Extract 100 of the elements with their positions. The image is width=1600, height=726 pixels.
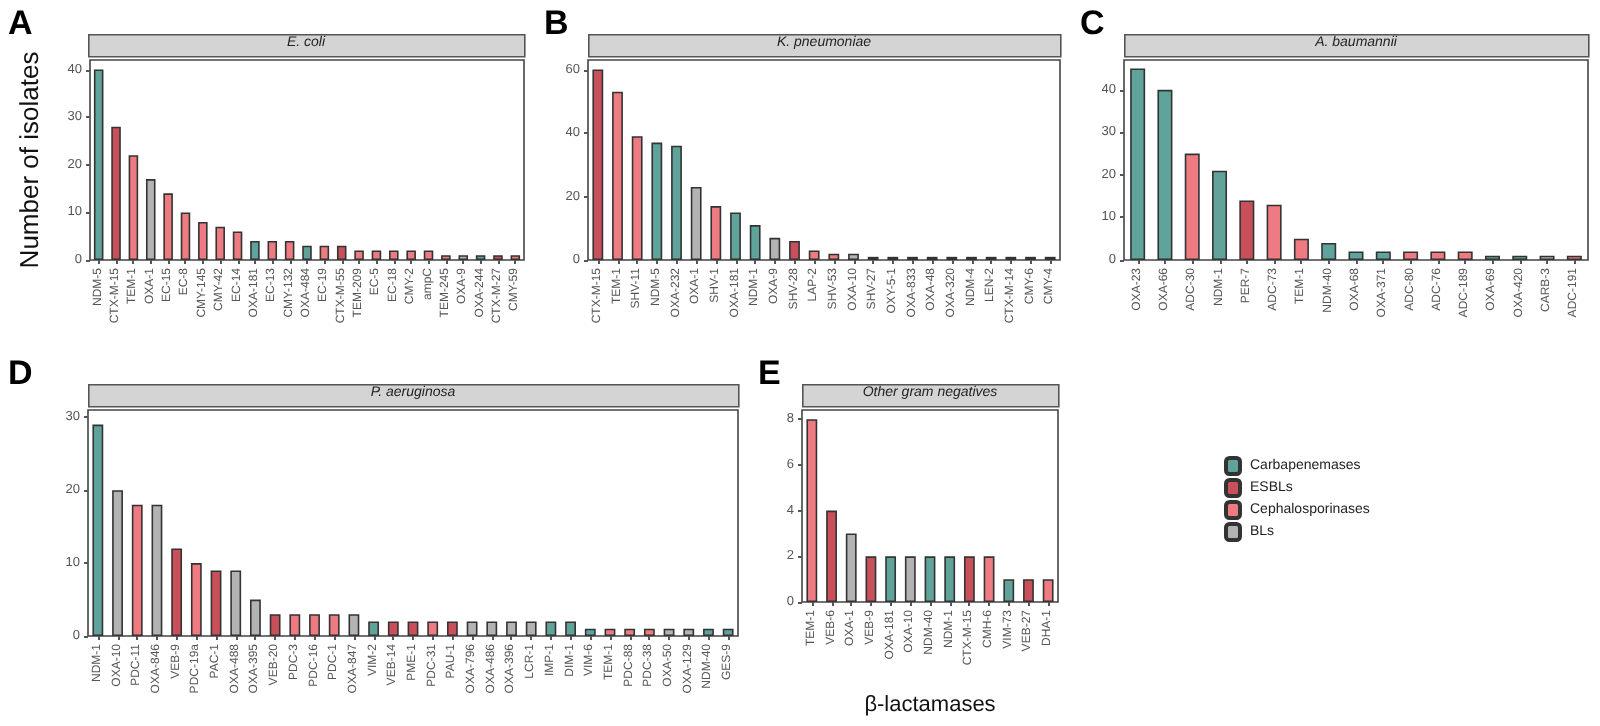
bar	[250, 599, 261, 636]
bar	[1293, 238, 1309, 260]
bar	[710, 206, 722, 260]
bar	[128, 155, 139, 260]
bar	[423, 250, 434, 260]
bar	[319, 245, 330, 260]
bar	[565, 621, 576, 636]
bar	[826, 510, 837, 602]
bar	[267, 240, 278, 260]
bar	[1375, 251, 1391, 260]
bar	[1457, 251, 1473, 260]
text: B	[544, 4, 569, 42]
bar	[808, 250, 820, 260]
text: E	[758, 354, 781, 392]
bar	[368, 621, 380, 636]
bar	[406, 250, 416, 260]
bar	[354, 250, 364, 260]
bar	[624, 628, 636, 636]
bar	[284, 240, 295, 260]
bar	[924, 556, 936, 602]
bar	[604, 628, 616, 636]
bar	[806, 419, 818, 602]
bar	[336, 245, 347, 260]
bar	[250, 240, 260, 260]
bar	[93, 69, 104, 260]
bar	[407, 621, 419, 636]
bar	[1321, 242, 1337, 260]
bar	[92, 424, 104, 636]
bar	[232, 231, 243, 260]
bar	[690, 186, 702, 260]
bar	[269, 614, 281, 636]
bar	[387, 621, 399, 636]
bar	[1023, 579, 1034, 602]
bar	[215, 226, 225, 260]
bar	[389, 250, 399, 260]
bar	[302, 245, 312, 260]
bar	[789, 240, 800, 260]
bar	[180, 212, 191, 260]
bar	[631, 136, 643, 260]
bar	[730, 212, 741, 260]
bar	[592, 69, 604, 260]
bar	[1239, 200, 1255, 260]
bar	[1130, 68, 1146, 260]
bar	[210, 570, 222, 636]
bar	[1348, 251, 1364, 260]
bar	[865, 556, 877, 602]
bar	[545, 621, 557, 636]
text: C	[1080, 4, 1105, 42]
bar	[671, 145, 682, 260]
bar	[230, 570, 242, 636]
bar	[131, 504, 143, 636]
bar	[643, 628, 655, 636]
bar	[1003, 579, 1015, 602]
bar	[1212, 170, 1228, 260]
bar	[612, 91, 623, 260]
bar	[904, 556, 916, 602]
bar	[190, 563, 202, 636]
bar	[722, 628, 734, 636]
bar	[703, 628, 714, 636]
bar	[151, 504, 163, 636]
bar	[171, 548, 183, 636]
bar	[163, 193, 173, 260]
bar	[663, 628, 675, 636]
bar	[486, 621, 498, 636]
bar	[651, 142, 663, 260]
y-axis-title: Number of isolates	[14, 50, 44, 269]
text: A	[8, 4, 33, 42]
bar	[845, 533, 857, 602]
bar	[683, 628, 695, 636]
text: D	[8, 354, 33, 392]
bar	[828, 253, 840, 260]
bar	[848, 253, 859, 260]
bar	[198, 221, 208, 260]
bar	[1403, 251, 1419, 260]
bar	[309, 614, 320, 636]
bar	[1430, 251, 1446, 260]
bar	[983, 556, 995, 602]
bar	[963, 556, 975, 602]
bar	[749, 225, 761, 260]
bar	[466, 621, 478, 636]
bar	[769, 237, 781, 260]
bar	[584, 628, 596, 636]
bar	[885, 556, 897, 602]
bar	[944, 556, 956, 602]
bar	[145, 179, 156, 260]
x-axis-title: β-lactamases	[864, 693, 997, 717]
bar	[506, 621, 517, 636]
bar	[111, 126, 121, 260]
bar	[328, 614, 340, 636]
bar	[1042, 579, 1054, 602]
bar	[1266, 204, 1282, 260]
bar	[289, 614, 301, 636]
bar	[1157, 89, 1173, 260]
bar	[427, 621, 439, 636]
bar	[525, 621, 537, 636]
bar	[112, 490, 123, 636]
bar	[348, 614, 360, 636]
bar	[371, 250, 382, 260]
bar	[1184, 153, 1200, 260]
bar	[446, 621, 458, 636]
